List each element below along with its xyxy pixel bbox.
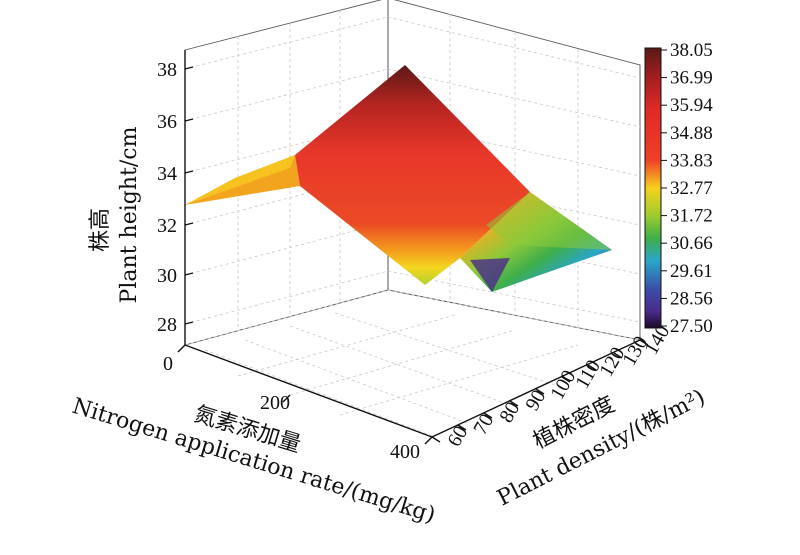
- colorbar-tick-label: 28.56: [670, 288, 713, 309]
- z-tick-label: 36: [157, 111, 177, 133]
- axes: [177, 50, 649, 445]
- z-tick-label: 30: [157, 265, 177, 287]
- colorbar-tick-label: 27.50: [670, 316, 713, 337]
- surface: [185, 65, 612, 292]
- colorbar-tick-label: 30.66: [670, 233, 713, 254]
- y-tick-label: 70: [469, 410, 498, 438]
- y-axis-line: [431, 339, 641, 438]
- surface-main-sheet: [295, 65, 530, 285]
- x-tick-labels: 0 200 400: [163, 353, 420, 463]
- colorbar-gradient: [644, 47, 662, 329]
- colorbar-tick-label: 29.61: [670, 261, 713, 282]
- y-tick-label: 60: [443, 422, 472, 450]
- colorbar-tick-label: 38.05: [670, 40, 713, 61]
- surface-left-wing-top: [185, 155, 295, 205]
- floor-grid: [184, 289, 641, 438]
- surface-right-lobe-highlight: [486, 192, 612, 250]
- z-tick-label: 28: [157, 314, 177, 336]
- colorbar-tick-label: 35.94: [670, 95, 713, 116]
- z-axis-title: 株高 Plant height/cm: [88, 126, 142, 303]
- colorbar-tick-label: 36.99: [670, 68, 713, 89]
- colorbar: 38.05 36.99 35.94 34.88 33.83 32.77 31.72 30.66…: [644, 40, 713, 337]
- z-axis-title-en: Plant height/cm: [117, 126, 142, 303]
- surface-violet-edge: [470, 258, 510, 292]
- colorbar-tick-label: 32.77: [670, 178, 713, 199]
- z-tick-label: 34: [157, 163, 177, 185]
- x-axis-line: [184, 344, 433, 438]
- colorbar-tick-label: 31.72: [670, 206, 713, 227]
- x-tick-label: 400: [390, 441, 420, 463]
- z-tick-label: 38: [157, 59, 177, 81]
- z-axis-title-zh: 株高: [88, 208, 113, 252]
- y-tick-label: 80: [495, 398, 524, 426]
- y-tick-label: 90: [521, 386, 550, 414]
- x-tick-label: 200: [260, 392, 290, 414]
- x-axis-title: 氮素添加量 Nitrogen application rate/(mg/kg): [69, 394, 438, 528]
- x-axis-title-en: Nitrogen application rate/(mg/kg): [69, 394, 438, 528]
- colorbar-labels: 38.05 36.99 35.94 34.88 33.83 32.77 31.72 30.66…: [661, 40, 713, 337]
- x-tick-label: 0: [163, 353, 173, 375]
- y-tick-label: 100: [546, 367, 580, 404]
- z-tick-label: 32: [157, 215, 177, 237]
- colorbar-tick-label: 34.88: [670, 123, 713, 144]
- colorbar-tick-label: 33.83: [670, 150, 713, 171]
- z-tick-labels: 28 30 32 34 36 38: [157, 59, 177, 336]
